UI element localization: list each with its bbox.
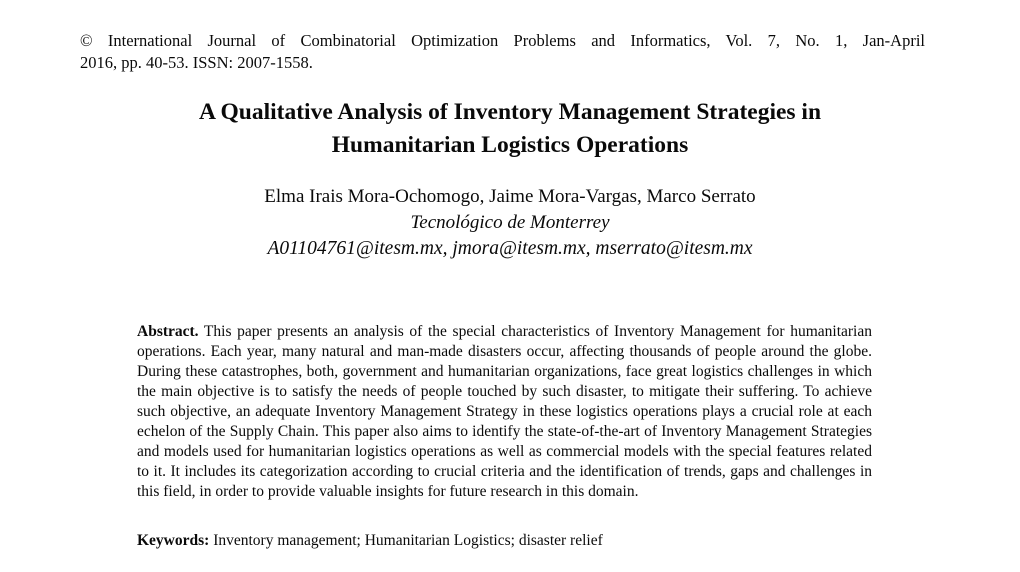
keywords-text: Inventory management; Humanitarian Logis… xyxy=(213,532,603,549)
author-emails: A01104761@itesm.mx, jmora@itesm.mx, mser… xyxy=(267,238,753,259)
abstract-text: This paper presents an analysis of the s… xyxy=(137,323,872,500)
paper-title-line2: Humanitarian Logistics Operations xyxy=(331,132,689,158)
journal-header-line1: © International Journal of Combinatorial… xyxy=(80,31,925,50)
journal-header: © International Journal of Combinatorial… xyxy=(80,30,925,73)
abstract-label: Abstract. xyxy=(137,323,199,340)
keywords-label: Keywords: xyxy=(137,532,210,549)
journal-header-line2: 2016, pp. 40-53. ISSN: 2007-1558. xyxy=(80,52,313,72)
author-names: Elma Irais Mora-Ochomogo, Jaime Mora-Var… xyxy=(264,186,756,207)
paper-title-line1: A Qualitative Analysis of Inventory Mana… xyxy=(198,99,822,125)
keywords-line: Keywords: Inventory management; Humanita… xyxy=(137,531,872,551)
abstract-paragraph: Abstract. This paper presents an analysi… xyxy=(137,322,872,502)
affiliation: Tecnológico de Monterrey xyxy=(410,212,610,233)
authors-block: Elma Irais Mora-Ochomogo, Jaime Mora-Var… xyxy=(80,184,940,262)
paper-title: A Qualitative Analysis of Inventory Mana… xyxy=(80,96,940,162)
